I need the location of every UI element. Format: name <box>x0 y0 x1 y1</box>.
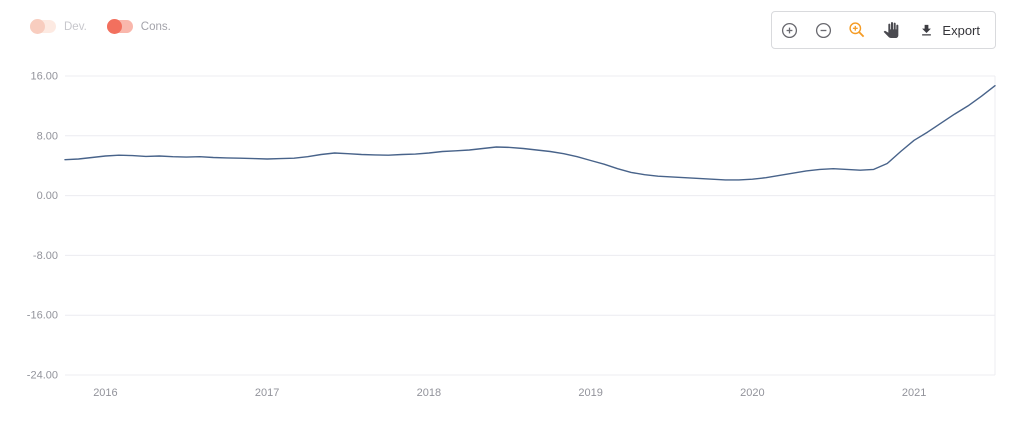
zoom-in-button[interactable] <box>772 12 806 48</box>
y-tick-label: 8.00 <box>37 130 58 142</box>
toggle-cons[interactable]: Cons. <box>106 19 171 34</box>
toggle-label-cons: Cons. <box>140 20 171 33</box>
series-line <box>64 85 996 181</box>
x-tick-label: 2019 <box>578 387 602 399</box>
cons-switch-icon[interactable] <box>106 19 133 34</box>
pan-button[interactable] <box>874 12 908 48</box>
line-chart-plot-area[interactable]: 16.00 8.00 0.00 -8.00 -16.00 -24.00 2016 2017 20… <box>0 55 1017 429</box>
toggle-dev[interactable]: Dev. <box>30 19 87 34</box>
y-tick-label: 0.00 <box>37 190 58 202</box>
y-tick-label: -24.00 <box>27 370 58 382</box>
selection-zoom-button[interactable] <box>840 12 874 48</box>
magnifier-plus-icon <box>849 22 865 38</box>
download-icon <box>922 24 932 35</box>
x-tick-label: 2017 <box>255 387 279 399</box>
x-tick-label: 2016 <box>93 387 117 399</box>
x-tick-label: 2021 <box>902 387 926 399</box>
y-tick-label: 16.00 <box>30 71 58 83</box>
y-tick-label: -16.00 <box>27 310 58 322</box>
circle-minus-icon <box>815 22 831 38</box>
export-button[interactable]: Export <box>908 12 995 48</box>
zoom-out-button[interactable] <box>806 12 840 48</box>
circle-plus-icon <box>781 22 797 38</box>
hand-icon <box>884 22 899 38</box>
y-tick-label: -8.00 <box>33 250 58 262</box>
toggle-label-dev: Dev. <box>64 20 87 33</box>
x-tick-label: 2018 <box>417 387 441 399</box>
dev-switch-icon[interactable] <box>30 19 56 34</box>
x-tick-label: 2020 <box>740 387 764 399</box>
series-toggles: Dev. Cons. <box>30 19 171 34</box>
chart-toolbar: Export <box>771 11 996 49</box>
export-button-label: Export <box>942 22 980 38</box>
